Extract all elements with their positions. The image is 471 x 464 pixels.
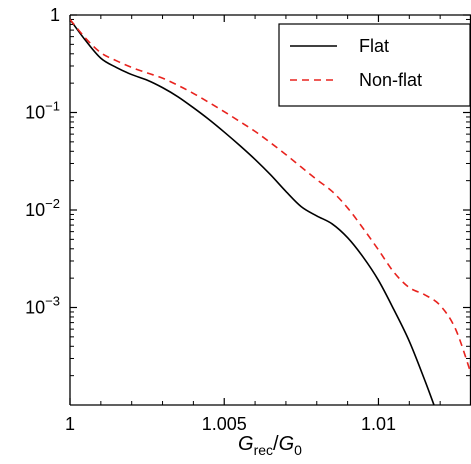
y-tick-label-exponent: −3 xyxy=(45,294,60,309)
x-axis-label-denominator: G xyxy=(279,433,295,455)
x-axis-label-main: G xyxy=(238,433,254,455)
x-axis-label-slash: / xyxy=(273,433,279,455)
x-axis-ticks: 1 1.005 1.01 xyxy=(65,15,441,434)
y-tick-label-base: 1 xyxy=(50,5,60,25)
y-tick-label: 10−2 xyxy=(25,196,60,220)
y-tick-label: 10−3 xyxy=(25,294,60,318)
legend: Flat Non-flat xyxy=(278,23,471,107)
y-tick-label-base: 10 xyxy=(25,200,45,220)
y-tick-label-exponent: −2 xyxy=(45,196,60,211)
y-tick-label-exponent: −1 xyxy=(45,99,60,114)
x-tick-label: 1 xyxy=(65,414,75,434)
y-axis-ticks: 110−110−210−3 xyxy=(25,5,470,377)
x-axis-label-denominator-subscript: 0 xyxy=(294,442,302,458)
x-tick-label: 1.01 xyxy=(361,414,396,434)
legend-label-non-flat: Non-flat xyxy=(359,70,422,90)
series-line-flat xyxy=(70,18,435,405)
x-axis-label: Grec/G0 xyxy=(238,433,302,458)
legend-label-flat: Flat xyxy=(359,36,389,56)
legend-items: Flat Non-flat xyxy=(290,36,422,90)
y-tick-label: 1 xyxy=(50,5,60,25)
y-tick-label-base: 10 xyxy=(25,298,45,318)
legend-box xyxy=(278,23,471,107)
x-axis-label-subscript: rec xyxy=(254,442,273,458)
series-layer xyxy=(70,18,471,405)
y-tick-label-base: 10 xyxy=(25,103,45,123)
series-line-non-flat xyxy=(70,18,471,374)
x-tick-label: 1.005 xyxy=(202,414,247,434)
y-tick-label: 10−1 xyxy=(25,99,60,123)
